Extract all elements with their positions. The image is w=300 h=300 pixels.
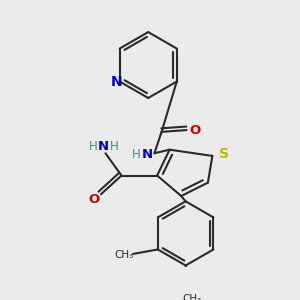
Text: N: N bbox=[142, 148, 153, 160]
Text: O: O bbox=[88, 193, 100, 206]
Text: N: N bbox=[111, 75, 123, 89]
Text: H: H bbox=[132, 148, 141, 160]
Text: H: H bbox=[88, 140, 98, 153]
Text: O: O bbox=[189, 124, 200, 136]
Text: CH₃: CH₃ bbox=[114, 250, 134, 260]
Text: S: S bbox=[219, 147, 229, 161]
Text: H: H bbox=[110, 140, 119, 153]
Text: CH₃: CH₃ bbox=[182, 294, 202, 300]
Text: N: N bbox=[98, 140, 109, 153]
